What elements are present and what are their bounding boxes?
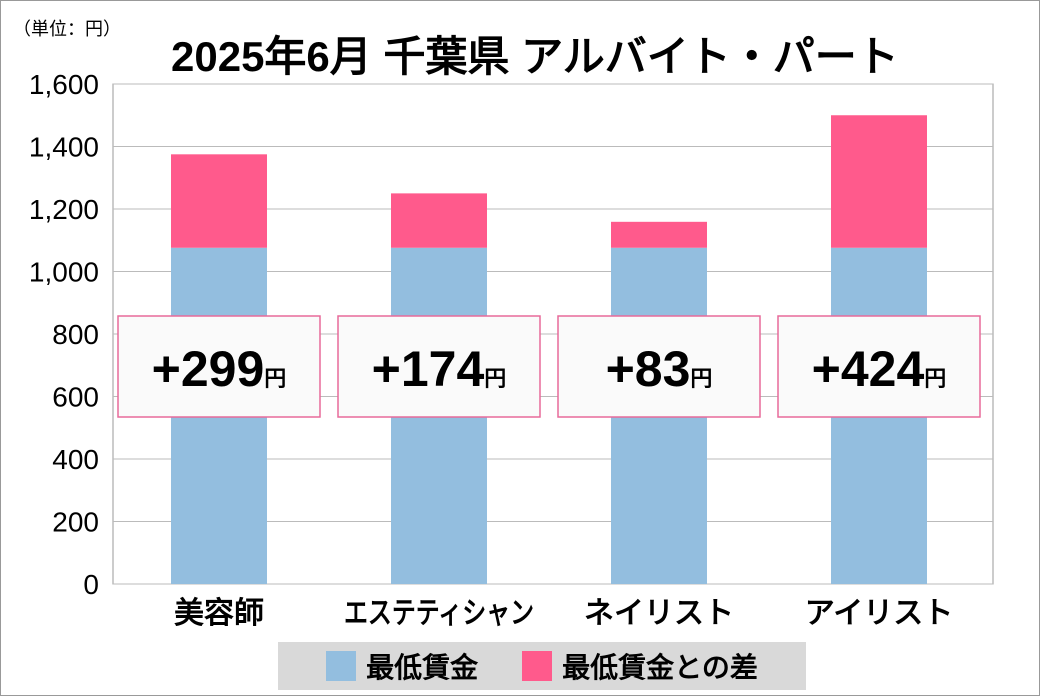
y-tick-label: 600 (52, 382, 99, 413)
legend-item: 最低賃金との差 (522, 646, 758, 686)
data-label-unit: 円 (924, 366, 946, 391)
y-tick-label: 200 (52, 507, 99, 538)
unit-label: （単位：円） (13, 19, 121, 39)
legend-label: 最低賃金との差 (562, 652, 758, 683)
y-tick-label: 0 (83, 569, 99, 600)
y-tick-label: 1,000 (29, 257, 99, 288)
data-label: +299円 (152, 341, 287, 397)
bar-segment (831, 115, 927, 248)
bar-segment (171, 154, 267, 248)
bar-segment (391, 193, 487, 248)
data-label-box (117, 315, 321, 418)
chart-title: 2025年6月 千葉県 アルバイト・パート (171, 33, 899, 80)
data-label-unit: 円 (484, 366, 506, 391)
data-label-box (337, 315, 541, 418)
data-label-box (777, 315, 981, 418)
legend-swatch (522, 651, 553, 681)
data-label-unit: 円 (264, 366, 286, 391)
legend: 最低賃金 最低賃金との差 (278, 642, 806, 690)
y-tick-label: 1,200 (29, 194, 99, 225)
legend-swatch (326, 651, 357, 681)
data-label: +424円 (812, 341, 947, 397)
x-tick-label: エステティシャン (344, 597, 534, 630)
data-label-unit: 円 (690, 366, 712, 391)
data-label-box (557, 315, 761, 418)
legend-label: 最低賃金 (366, 652, 479, 683)
data-label: +174円 (372, 341, 507, 397)
legend-item: 最低賃金 (326, 646, 478, 686)
y-tick-label: 1,400 (29, 132, 99, 163)
data-label: +83円 (606, 341, 713, 397)
x-tick-label: アイリスト (805, 597, 954, 630)
bar-segment (611, 221, 707, 248)
y-tick-label: 800 (52, 319, 99, 350)
y-tick-label: 1,600 (29, 69, 99, 100)
y-tick-label: 400 (52, 444, 99, 475)
x-tick-label: 美容師 (174, 596, 264, 630)
x-tick-label: ネイリスト (584, 597, 734, 630)
